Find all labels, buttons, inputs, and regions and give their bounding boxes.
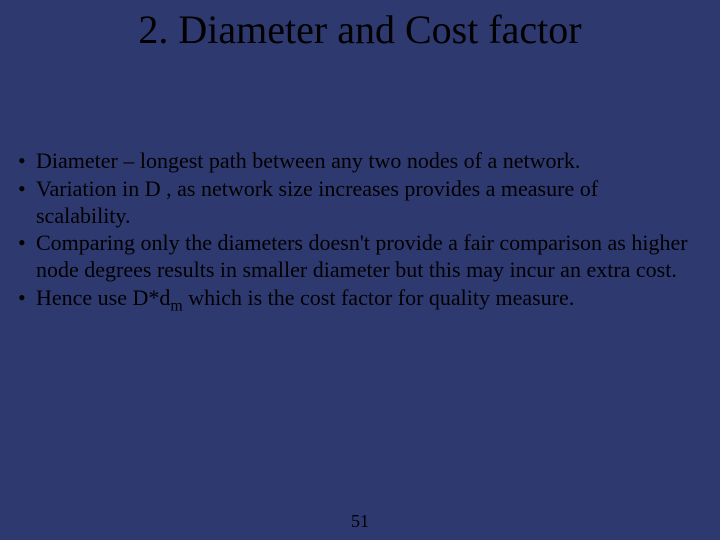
page-number: 51	[0, 511, 720, 532]
bullet-item: Variation in D , as network size increas…	[16, 176, 690, 230]
bullet-text: Diameter – longest path between any two …	[36, 148, 580, 173]
slide-title: 2. Diameter and Cost factor	[0, 6, 720, 53]
bullet-item: Diameter – longest path between any two …	[16, 148, 690, 175]
bullet-item: Comparing only the diameters doesn't pro…	[16, 230, 690, 284]
subscript: m	[170, 298, 182, 315]
bullet-text: Variation in D , as network size increas…	[36, 176, 598, 228]
bullet-text: Hence use D*d	[36, 285, 170, 310]
bullet-item: Hence use D*dm which is the cost factor …	[16, 285, 690, 316]
bullet-text-cont: which is the cost factor for quality mea…	[183, 285, 575, 310]
slide: 2. Diameter and Cost factor Diameter – l…	[0, 0, 720, 540]
bullet-text: Comparing only the diameters doesn't pro…	[36, 230, 688, 282]
bullet-list: Diameter – longest path between any two …	[16, 148, 690, 317]
